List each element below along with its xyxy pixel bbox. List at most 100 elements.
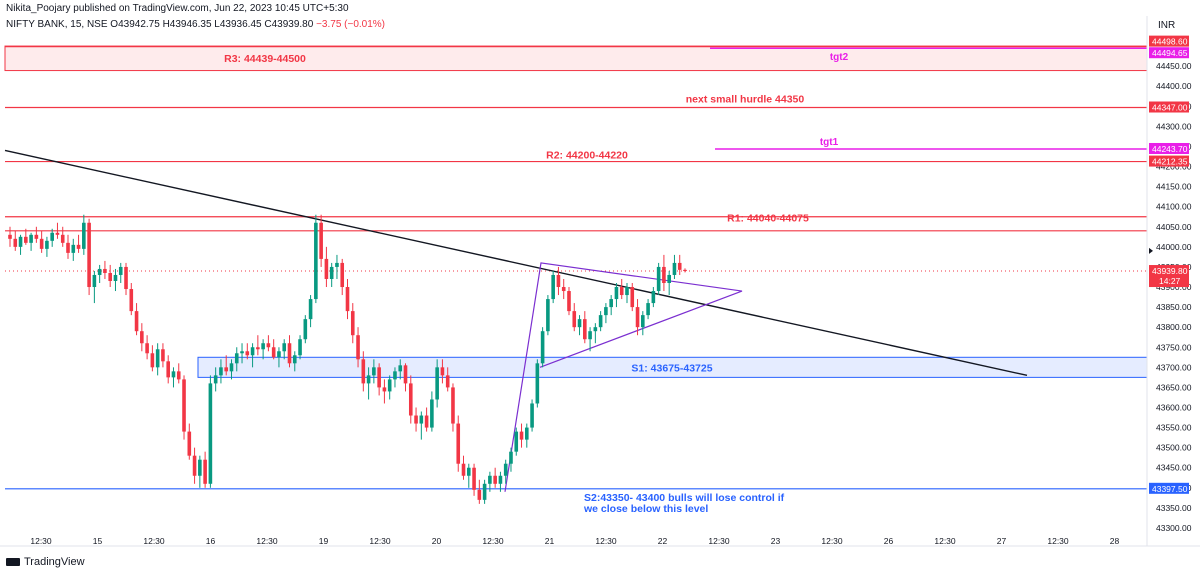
candle-body (192, 455, 197, 476)
candle-body (451, 387, 455, 424)
candle-body (292, 355, 297, 364)
candle-body (625, 287, 629, 296)
y-tick-label: 44050.00 (1156, 222, 1192, 232)
y-tick-label: 44150.00 (1156, 182, 1192, 192)
candle-body (445, 375, 450, 388)
price-tag-time: 14:27 (1159, 276, 1181, 286)
x-tick-label: 19 (319, 536, 329, 546)
price-tag-label: 44347.00 (1152, 103, 1188, 113)
candle-body (118, 266, 123, 275)
candle-body (440, 367, 445, 376)
candle-body (34, 234, 39, 239)
price-tag-label: 43397.50 (1152, 484, 1188, 494)
x-tick-label: 27 (997, 536, 1007, 546)
trendline (4, 149, 1028, 377)
y-tick-label: 44450.00 (1156, 61, 1192, 71)
candle-body (24, 236, 28, 243)
x-tick-label: 15 (93, 536, 103, 546)
target-label: tgt1 (820, 137, 839, 148)
candle-body (314, 222, 318, 300)
candle-body (161, 349, 165, 362)
candle-body (13, 238, 18, 247)
candles (8, 214, 687, 504)
candle-body (319, 222, 323, 259)
x-tick-label: 20 (432, 536, 442, 546)
symbol-label[interactable]: NIFTY BANK, 15, NSE (6, 19, 108, 30)
candle-body (171, 371, 176, 378)
candle-body (182, 379, 186, 432)
candle-body (108, 272, 112, 281)
candle-body (619, 287, 624, 296)
candle-body (556, 274, 561, 288)
x-tick-label: 23 (771, 536, 781, 546)
candle-body (366, 375, 371, 384)
ohlc-legend: NIFTY BANK, 15, NSE O43942.75 H43946.35 … (6, 19, 385, 30)
candle-body (45, 240, 49, 249)
candle-body (176, 371, 181, 380)
y-tick-label: 43750.00 (1156, 342, 1192, 352)
y-tick-label: 44100.00 (1156, 202, 1192, 212)
y-tick-label: 43650.00 (1156, 382, 1192, 392)
triangle-pattern (504, 262, 743, 492)
candle-body (208, 383, 213, 484)
candle-body (87, 222, 91, 288)
price-tag-label: 44494.65 (1152, 48, 1188, 58)
candle-body (266, 343, 271, 348)
open-value: O43942.75 (110, 19, 160, 30)
x-tick-label: 12:30 (934, 536, 956, 546)
candle-body (593, 327, 598, 332)
candle-body (482, 483, 487, 500)
candle-body (577, 319, 582, 328)
candle-body (92, 274, 97, 288)
candle-body (614, 287, 619, 300)
price-tag (1149, 482, 1189, 494)
candle-body (271, 347, 276, 358)
candle-body (245, 351, 250, 356)
candle-body (456, 423, 461, 464)
zone-box (4, 45, 1148, 72)
candle-body (477, 489, 482, 500)
candle-body (435, 367, 439, 400)
candle-body (97, 268, 102, 275)
candle-body (540, 331, 545, 364)
candle-body (250, 347, 255, 356)
candle-body (630, 287, 635, 308)
candle-body (240, 351, 244, 354)
candle-body (124, 266, 128, 290)
candle-body (414, 415, 418, 424)
footer: TradingView (6, 556, 85, 568)
level-label: R2: 44200-44220 (546, 150, 628, 162)
y-tick-label: 44000.00 (1156, 242, 1192, 252)
candle-body (398, 365, 403, 372)
candle-body (361, 359, 366, 384)
candle-body (667, 274, 671, 283)
y-tick-label: 43500.00 (1156, 443, 1192, 453)
x-tick-label: 28 (1110, 536, 1120, 546)
candle-body (683, 269, 687, 272)
candle-body (219, 367, 223, 376)
candle-body (461, 463, 466, 476)
candle-body (287, 343, 292, 364)
candle-body (609, 299, 613, 308)
candle-body (493, 475, 497, 484)
level-label: next small hurdle 44350 (686, 94, 805, 106)
candle-body (641, 315, 645, 328)
y-tick-label: 43800.00 (1156, 322, 1192, 332)
candle-body (60, 234, 65, 243)
candle-body (198, 459, 202, 476)
candle-body (567, 291, 571, 312)
x-tick-label: 12:30 (821, 536, 843, 546)
candle-body (277, 351, 281, 358)
candle-body (187, 431, 192, 456)
candle-body (82, 222, 86, 249)
candle-body (55, 232, 60, 235)
x-tick-label: 26 (884, 536, 894, 546)
candle-body (651, 291, 656, 304)
candle-body (129, 289, 134, 312)
candle-body (18, 236, 23, 247)
level-label: we close below this level (583, 503, 708, 515)
levels (5, 46, 1147, 490)
y-tick-label: 43450.00 (1156, 463, 1192, 473)
price-tag (1149, 101, 1189, 113)
